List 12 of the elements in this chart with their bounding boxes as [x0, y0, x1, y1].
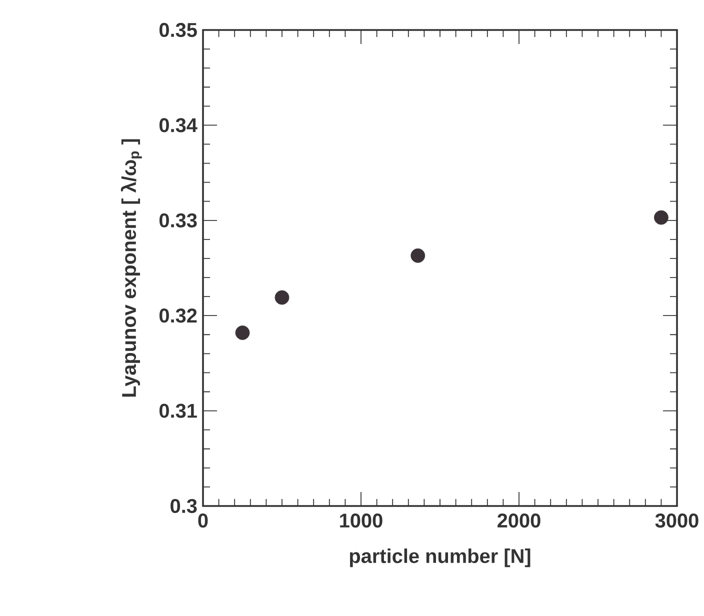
- x-tick-label: 0: [198, 514, 208, 528]
- y-tick-label: 0.31: [159, 404, 197, 418]
- y-tick-label: 0.34: [159, 118, 198, 132]
- y-tick-label: 0.3: [170, 498, 197, 514]
- x-tick-label: 3000: [655, 514, 698, 528]
- y-tick-label: 0.35: [159, 22, 197, 38]
- x-tick-label: 2000: [498, 514, 540, 528]
- y-tick-label: 0.32: [159, 308, 197, 323]
- x-axis-title: particle number [N]: [350, 548, 530, 568]
- y-tick-label: 0.33: [159, 213, 197, 228]
- y-axis-title: Lyapunov exponent [ λ/ω$_{p}$ ]: [120, 139, 142, 397]
- x-tick-label: 1000: [340, 514, 382, 528]
